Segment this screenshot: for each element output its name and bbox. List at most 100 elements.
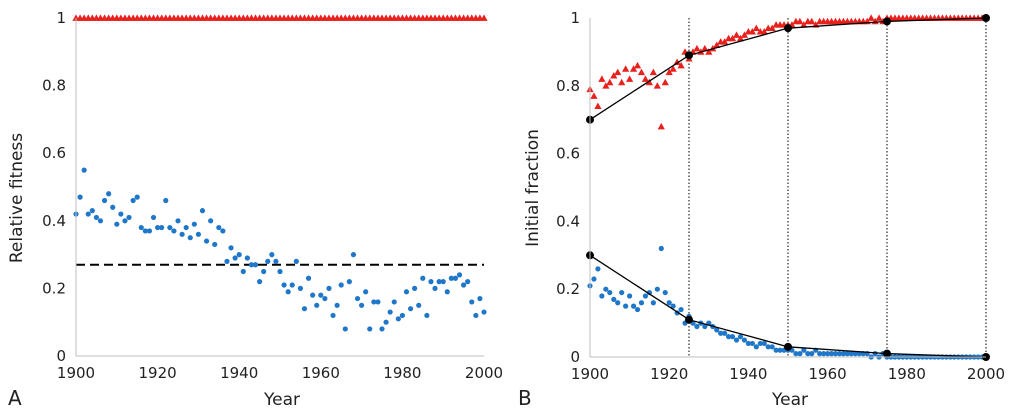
panel-b-fit-strain-point	[875, 14, 883, 21]
panel-b-unfit-strain-point	[611, 296, 617, 302]
panel-b-fit-strain-point	[653, 82, 661, 89]
panel-b-unfit-strain-point	[615, 300, 621, 306]
panel-b-fit-strain-point	[732, 31, 741, 38]
panel-a-unfit-strain-point	[448, 275, 454, 281]
panel-a-unfit-strain-point	[220, 228, 226, 234]
panel-a-unfit-strain-point	[416, 302, 422, 308]
panel-a-y-tick-label: 0	[56, 347, 66, 365]
panel-a-unfit-strain-point	[367, 326, 373, 332]
panel-a-unfit-strain-point	[199, 208, 206, 214]
panel-b-unfit-strain-point	[809, 351, 815, 357]
panel-b-unfit-strain-point	[844, 351, 851, 357]
panel-b-unfit-strain-model-point	[784, 342, 792, 351]
panel-a-unfit-strain-point	[191, 221, 197, 227]
panel-a-unfit-strain-point	[371, 299, 377, 305]
panel-b-unfit-strain-point	[828, 351, 835, 357]
panel-a-unfit-strain-point	[81, 167, 87, 173]
panel-b-unfit-strain-point	[733, 337, 740, 343]
panel-a-unfit-strain-point	[469, 299, 475, 305]
panel-a-fit-strain-point	[480, 14, 488, 21]
panel-a-unfit-strain-point	[310, 292, 316, 298]
panel-a-unfit-strain-point	[461, 282, 467, 288]
panel-a-unfit-strain-point	[395, 316, 401, 322]
panel-b-unfit-strain-point	[765, 344, 771, 350]
panel-b-unfit-strain-point	[714, 327, 720, 333]
panel-a-unfit-strain-point	[375, 299, 381, 305]
panel-b-unfit-strain-point	[722, 330, 728, 336]
panel-b-fit-strain-point	[626, 75, 634, 82]
panel-b-unfit-strain-point	[741, 337, 748, 343]
panel-a-x-tick-label: 1920	[139, 364, 177, 382]
panel-a-unfit-strain-point	[179, 231, 185, 237]
panel-a-unfit-strain-point	[216, 224, 222, 231]
panel-a-unfit-strain-point	[346, 279, 352, 285]
panel-a-unfit-strain-point	[110, 204, 116, 210]
panel-b-letter: B	[518, 386, 532, 410]
panel-b-fit-strain-point	[594, 102, 602, 110]
panel-b-unfit-strain-point	[666, 300, 672, 306]
panel-a-unfit-strain-point	[322, 295, 328, 302]
panel-a-unfit-strain-point	[114, 221, 120, 227]
panel-b-unfit-strain-point	[642, 293, 649, 299]
panel-b-unfit-strain-point	[603, 286, 609, 292]
panel-b-x-tick-label: 1900	[571, 365, 609, 383]
panel-a-unfit-strain-point	[273, 258, 279, 264]
panel-b-unfit-strain-point	[749, 340, 755, 347]
panel-a-unfit-strain-point	[269, 252, 275, 258]
panel-b-unfit-strain-point	[821, 351, 827, 357]
panel-a-unfit-strain-point	[248, 262, 255, 268]
panel-b-unfit-strain-point	[595, 266, 601, 272]
panel-a-unfit-strain-point	[212, 241, 218, 248]
panel-a-unfit-strain-point	[424, 312, 430, 319]
panel-b-fit-strain-point	[740, 31, 749, 38]
panel-a-unfit-strain-point	[293, 258, 299, 264]
panel-a-unfit-strain-point	[163, 197, 169, 204]
panel-b-fit-strain-point	[645, 78, 653, 86]
panel-a-unfit-strain-point	[297, 285, 303, 291]
panel-b-x-tick-label: 1920	[650, 365, 688, 383]
panel-a-unfit-strain-point	[444, 289, 450, 295]
panel-b-unfit-strain-point	[832, 351, 839, 357]
panel-a-unfit-strain-point	[122, 218, 128, 224]
panel-a-unfit-strain-point	[89, 208, 95, 214]
panel-a-y-tick-label: 0.6	[42, 144, 66, 162]
panel-a-unfit-strain-point	[240, 268, 246, 275]
panel-b-unfit-strain-point	[872, 351, 878, 357]
panel-a-chart: 1900 1920 1940 1960 1980 2000 0 0.2 0.4 0.6 0.8 1 Y…	[7, 9, 503, 410]
panel-b-fit-strain-point	[752, 24, 760, 32]
panel-a-unfit-strain-point	[150, 214, 157, 221]
panel-b-unfit-strain-point	[702, 323, 708, 330]
panel-a-y-tick-label: 1	[56, 9, 66, 27]
panel-b-unfit-strain-point	[745, 340, 752, 347]
panel-b-fit-strain-model-point	[883, 17, 891, 26]
panel-b-unfit-strain-point	[619, 289, 625, 296]
panel-a-unfit-strain-point	[175, 218, 181, 224]
panel-b-fit-strain-point	[693, 44, 701, 52]
panel-b-unfit-strain-point	[634, 306, 641, 313]
panel-a-unfit-strain-point	[428, 279, 434, 285]
panel-a-unfit-strain-point	[224, 258, 230, 264]
panel-b-y-tick-label: 0.8	[556, 77, 580, 95]
panel-a-unfit-strain-point	[301, 306, 308, 312]
panel-b-fit-strain-point	[641, 75, 650, 82]
panel-b-fit-strain-point	[622, 65, 630, 72]
panel-b-x-tick-label: 2000	[967, 365, 1005, 383]
panel-b-unfit-strain-point	[654, 286, 660, 292]
panel-b-unfit-strain-point	[591, 276, 597, 282]
panel-b-unfit-strain-point	[836, 351, 843, 357]
panel-b-fit-strain-model-point	[982, 14, 990, 22]
panel-b-fit-strain-point	[721, 38, 729, 45]
panel-b-unfit-strain-point	[658, 245, 664, 252]
panel-a-x-tick-label: 1940	[220, 364, 258, 382]
panel-a-unfit-strain-point	[452, 275, 459, 281]
panel-b-x-tick-label: 1940	[729, 365, 767, 383]
panel-a-unfit-strain-point	[228, 245, 234, 251]
panel-a-x-tick-label: 1900	[57, 364, 95, 382]
panel-b-unfit-strain-model-point	[685, 315, 693, 324]
panel-b-fit-strain-point	[629, 65, 638, 72]
panel-b-unfit-strain-point	[627, 293, 633, 299]
panel-a-x-tick-label: 1980	[383, 364, 421, 382]
panel-b-fit-strain-point	[657, 122, 665, 130]
panel-a-unfit-strain-point	[146, 228, 153, 234]
panel-b-unfit-strain-point	[793, 351, 799, 357]
